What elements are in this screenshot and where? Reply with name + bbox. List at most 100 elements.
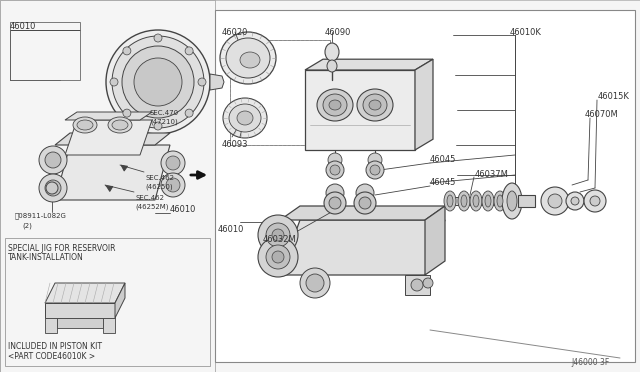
Ellipse shape	[237, 111, 253, 125]
Ellipse shape	[39, 174, 67, 202]
Text: J46000 3F: J46000 3F	[572, 358, 610, 367]
Ellipse shape	[325, 43, 339, 61]
Text: 46090: 46090	[325, 28, 351, 37]
Polygon shape	[305, 70, 415, 150]
Ellipse shape	[326, 184, 344, 202]
Polygon shape	[65, 112, 152, 120]
Text: SEC.470: SEC.470	[150, 110, 179, 116]
Ellipse shape	[548, 194, 562, 208]
Ellipse shape	[328, 153, 342, 167]
Ellipse shape	[220, 32, 276, 84]
Polygon shape	[415, 59, 433, 150]
Ellipse shape	[77, 120, 93, 130]
Text: 46020: 46020	[222, 28, 248, 37]
Polygon shape	[57, 318, 103, 328]
Ellipse shape	[123, 47, 131, 55]
Ellipse shape	[485, 195, 491, 207]
Bar	[450, 197, 530, 205]
Ellipse shape	[482, 191, 494, 211]
Ellipse shape	[122, 46, 194, 118]
Text: (47210): (47210)	[150, 118, 178, 125]
Ellipse shape	[108, 117, 132, 133]
Text: 46037M: 46037M	[475, 170, 509, 179]
Ellipse shape	[198, 78, 206, 86]
Ellipse shape	[272, 229, 284, 241]
Polygon shape	[518, 195, 535, 207]
Ellipse shape	[266, 245, 290, 269]
Polygon shape	[45, 283, 125, 303]
Text: ⓝ08911-L082G: ⓝ08911-L082G	[15, 212, 67, 219]
Polygon shape	[210, 74, 224, 90]
Polygon shape	[115, 283, 125, 318]
Text: 46010: 46010	[170, 205, 196, 214]
Polygon shape	[45, 303, 115, 318]
Bar	[10, 22, 80, 80]
Ellipse shape	[357, 89, 393, 121]
Text: 46093: 46093	[222, 140, 248, 149]
Ellipse shape	[258, 237, 298, 277]
Ellipse shape	[300, 268, 330, 298]
Polygon shape	[45, 318, 57, 333]
Ellipse shape	[461, 195, 467, 207]
Ellipse shape	[458, 191, 470, 211]
Ellipse shape	[327, 60, 337, 72]
Text: 46010: 46010	[218, 225, 244, 234]
Ellipse shape	[45, 180, 61, 196]
Ellipse shape	[590, 196, 600, 206]
Ellipse shape	[229, 104, 261, 132]
Ellipse shape	[161, 151, 185, 175]
Ellipse shape	[494, 191, 506, 211]
Ellipse shape	[258, 215, 298, 255]
Ellipse shape	[39, 146, 67, 174]
Ellipse shape	[161, 173, 185, 197]
Text: 46032M: 46032M	[263, 235, 297, 244]
Bar	[215, 10, 635, 362]
Text: 46045: 46045	[430, 178, 456, 187]
Ellipse shape	[123, 109, 131, 117]
Ellipse shape	[185, 109, 193, 117]
Ellipse shape	[363, 94, 387, 116]
Ellipse shape	[330, 165, 340, 175]
Polygon shape	[55, 133, 170, 145]
Ellipse shape	[370, 165, 380, 175]
Ellipse shape	[106, 30, 210, 134]
Ellipse shape	[324, 192, 346, 214]
Ellipse shape	[272, 251, 284, 263]
Text: 46045: 46045	[430, 155, 456, 164]
Ellipse shape	[359, 197, 371, 209]
Text: 46015K: 46015K	[598, 92, 630, 101]
Ellipse shape	[497, 195, 503, 207]
Ellipse shape	[329, 100, 341, 110]
Text: 46010K: 46010K	[510, 28, 542, 37]
Ellipse shape	[154, 122, 162, 130]
Ellipse shape	[226, 38, 270, 78]
Ellipse shape	[73, 117, 97, 133]
Ellipse shape	[185, 47, 193, 55]
Ellipse shape	[502, 183, 522, 219]
Ellipse shape	[411, 279, 423, 291]
Ellipse shape	[112, 120, 128, 130]
Text: SPECIAL JIG FOR RESERVOIR: SPECIAL JIG FOR RESERVOIR	[8, 244, 115, 253]
Text: TANK-INSTALLATION: TANK-INSTALLATION	[8, 253, 84, 262]
Ellipse shape	[473, 195, 479, 207]
Polygon shape	[280, 220, 445, 275]
Bar	[0, 0, 215, 372]
Text: <PART CODE46010K >: <PART CODE46010K >	[8, 352, 95, 361]
Polygon shape	[280, 206, 445, 220]
Ellipse shape	[369, 100, 381, 110]
Text: INCLUDED IN PISTON KIT: INCLUDED IN PISTON KIT	[8, 342, 102, 351]
Ellipse shape	[323, 94, 347, 116]
Ellipse shape	[584, 190, 606, 212]
Ellipse shape	[317, 89, 353, 121]
Ellipse shape	[470, 191, 482, 211]
Ellipse shape	[326, 161, 344, 179]
Ellipse shape	[266, 223, 290, 247]
Polygon shape	[55, 145, 170, 200]
Ellipse shape	[45, 152, 61, 168]
Polygon shape	[305, 59, 433, 70]
Ellipse shape	[166, 156, 180, 170]
Text: (46250): (46250)	[145, 183, 173, 189]
Bar	[5, 238, 210, 366]
Ellipse shape	[566, 192, 584, 210]
Text: SEC.462: SEC.462	[145, 175, 174, 181]
